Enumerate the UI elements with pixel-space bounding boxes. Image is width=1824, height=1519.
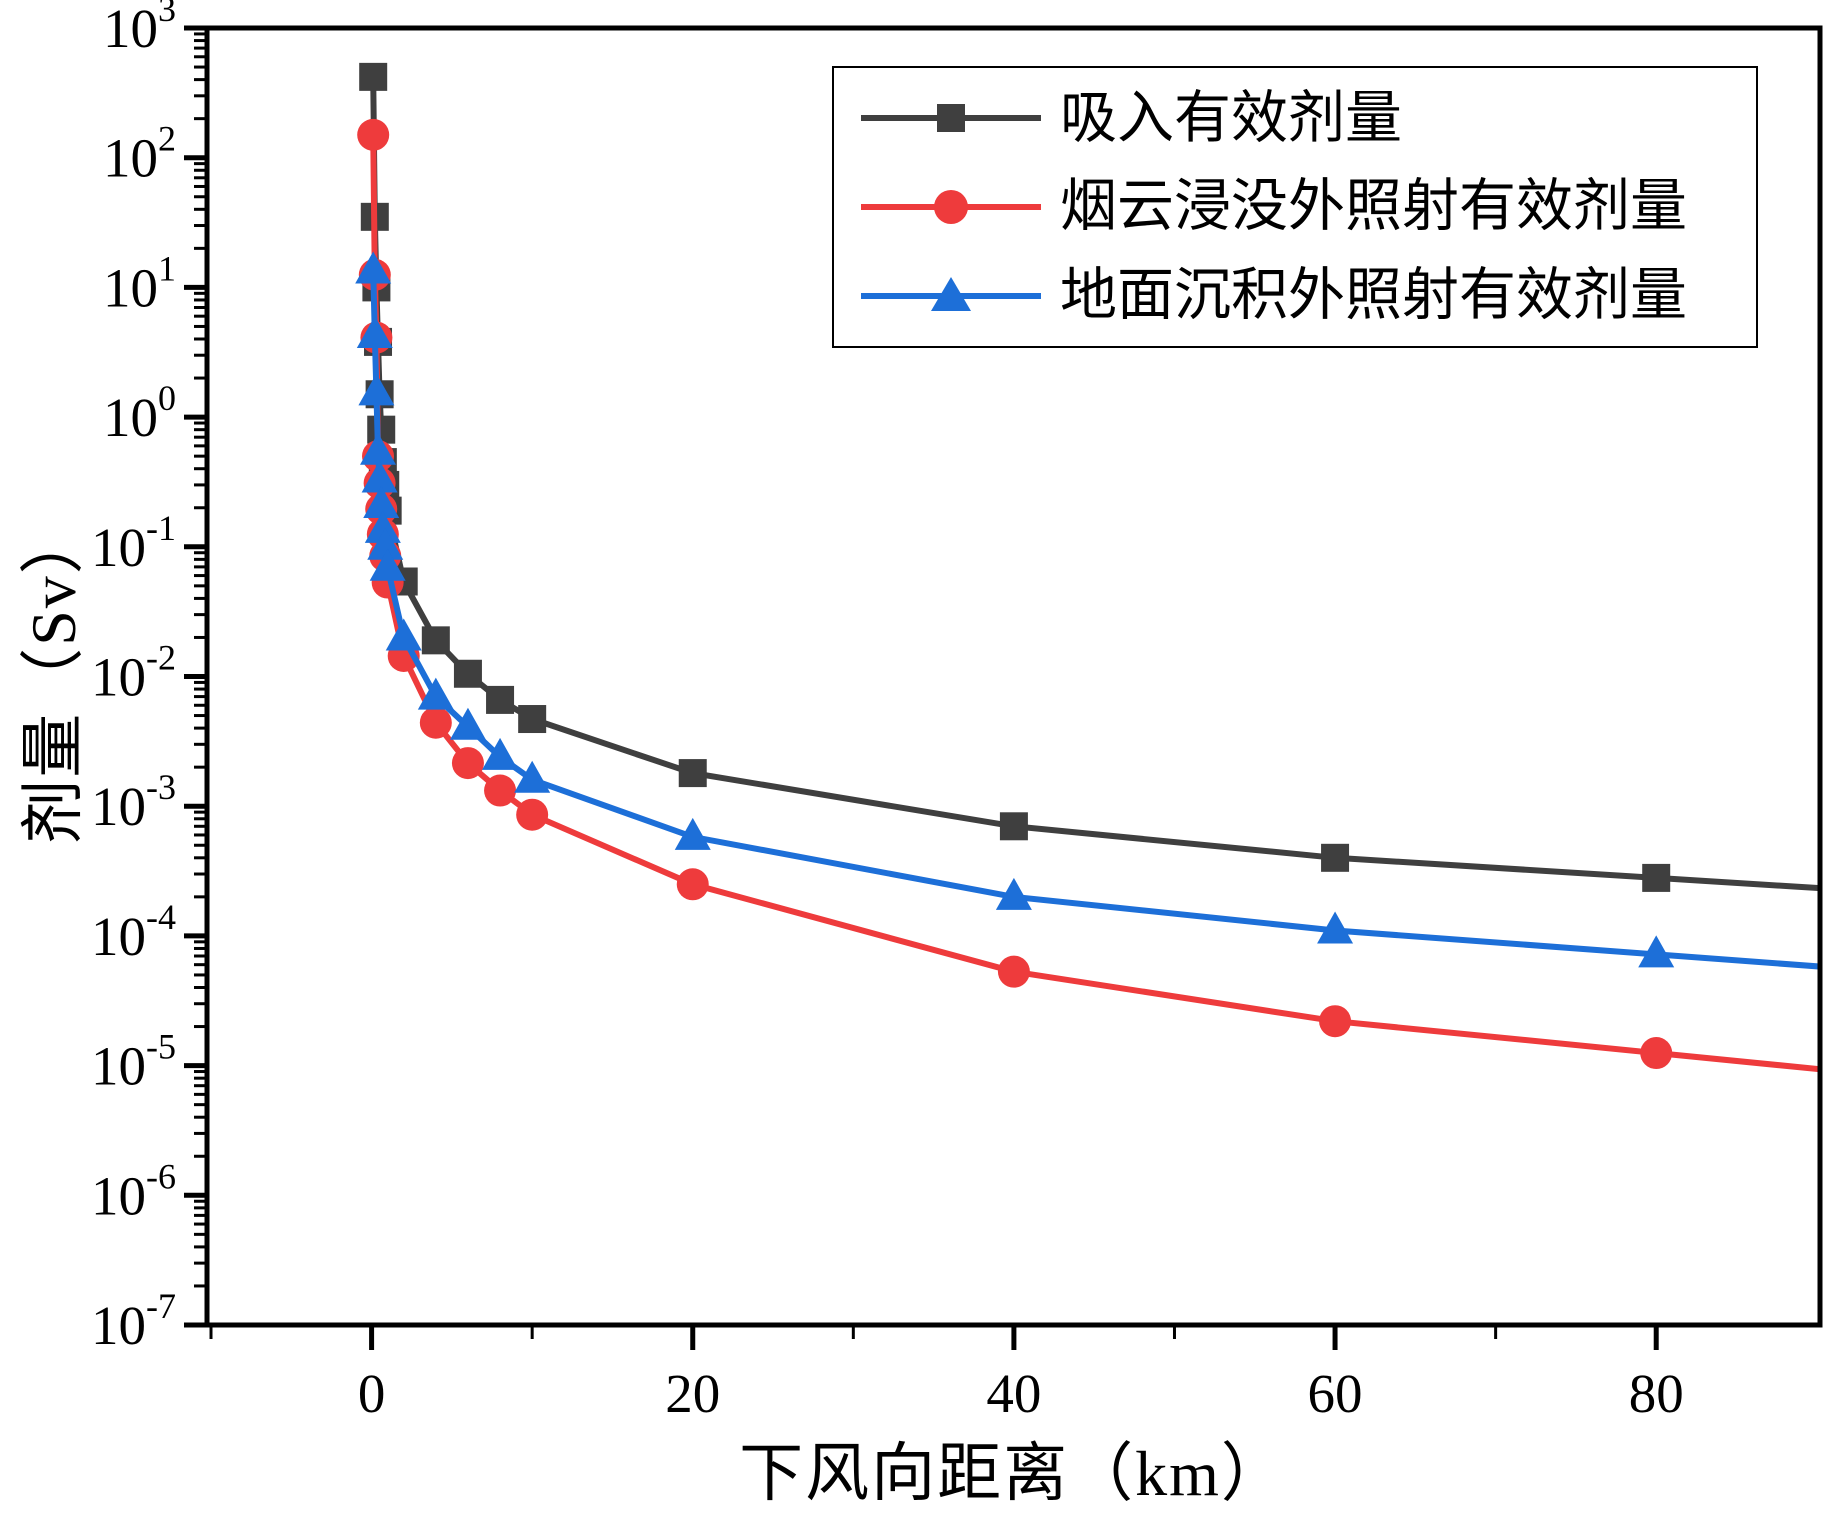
y-axis-tick-label: 10-1 (91, 508, 176, 578)
y-axis-tick-label: 10-3 (91, 767, 176, 837)
series-line (370, 270, 1820, 970)
circle-marker-icon (1319, 1005, 1352, 1038)
circle-marker-icon (419, 706, 452, 739)
triangle-marker-icon (385, 618, 422, 651)
square-marker-icon (678, 759, 707, 788)
triangle-marker-icon (361, 460, 398, 493)
x-axis-tick-label: 40 (986, 1363, 1041, 1424)
triangle-marker-icon (363, 486, 400, 519)
circle-marker-icon (934, 189, 968, 224)
x-axis-tick-label: 80 (1629, 1363, 1684, 1424)
y-axis-tick-label: 10-5 (91, 1027, 176, 1097)
circle-marker-icon (676, 868, 709, 901)
legend-item-inhalation: 吸入有效剂量 (858, 86, 1756, 150)
legend-item-ground-deposition: 地面沉积外照射有效剂量 (858, 264, 1756, 328)
circle-marker-icon (484, 774, 517, 807)
triangle-marker-icon (1638, 935, 1675, 968)
legend: 吸入有效剂量 烟云浸没外照射有效剂量 地面沉积外照射有效剂量 (832, 66, 1758, 348)
square-marker-icon (937, 104, 965, 133)
x-axis-tick-label: 20 (665, 1363, 720, 1424)
square-marker-icon (518, 705, 547, 734)
y-axis-tick-label: 102 (103, 119, 176, 189)
legend-label: 吸入有效剂量 (1060, 86, 1402, 150)
triangle-marker-icon (417, 677, 454, 710)
circle-marker-icon (997, 955, 1030, 988)
square-marker-icon (1321, 843, 1350, 872)
legend-label: 地面沉积外照射有效剂量 (1060, 264, 1687, 328)
legend-item-cloud-immersion: 烟云浸没外照射有效剂量 (858, 175, 1756, 239)
triangle-marker-icon (482, 737, 519, 770)
y-axis-tick-label: 101 (103, 248, 176, 318)
triangle-marker-icon (355, 251, 392, 284)
triangle-marker-icon (356, 315, 393, 348)
square-marker-icon (999, 812, 1028, 841)
y-axis-title: 剂量（Sv） (18, 508, 89, 844)
triangle-marker-icon (931, 276, 971, 311)
legend-marker-triangle (861, 276, 1041, 311)
triangle-marker-icon (514, 760, 551, 793)
square-marker-icon (421, 626, 450, 655)
circle-marker-icon (357, 118, 390, 151)
legend-marker-square (861, 104, 1041, 133)
square-marker-icon (486, 685, 515, 714)
triangle-marker-icon (367, 527, 404, 560)
triangle-marker-icon (358, 373, 395, 406)
legend-marker-circle (861, 189, 1041, 224)
legend-label: 烟云浸没外照射有效剂量 (1060, 175, 1687, 239)
circle-marker-icon (451, 747, 484, 780)
y-axis-tick-label: 103 (103, 0, 176, 59)
triangle-marker-icon (369, 548, 406, 581)
square-marker-icon (453, 659, 482, 688)
y-axis-tick-label: 100 (103, 378, 176, 448)
triangle-marker-icon (449, 707, 486, 740)
y-axis-tick-label: 10-4 (91, 897, 176, 967)
triangle-marker-icon (1317, 911, 1354, 944)
circle-marker-icon (1640, 1037, 1673, 1070)
x-axis-title: 下风向距离（km） (739, 1438, 1287, 1509)
triangle-marker-icon (995, 877, 1032, 910)
y-axis-tick-label: 10-7 (91, 1286, 176, 1356)
triangle-marker-icon (364, 510, 401, 543)
y-axis-tick-label: 10-6 (91, 1156, 176, 1226)
x-axis-tick-label: 60 (1308, 1363, 1363, 1424)
plot-frame (204, 25, 1823, 1328)
triangle-marker-icon (360, 432, 397, 465)
square-marker-icon (1642, 863, 1671, 892)
series-2 (355, 251, 1820, 970)
square-marker-icon (359, 62, 388, 91)
y-axis-tick-label: 10-2 (91, 638, 176, 708)
triangle-marker-icon (674, 817, 711, 850)
x-axis-tick-label: 0 (358, 1363, 386, 1424)
circle-marker-icon (516, 798, 549, 831)
